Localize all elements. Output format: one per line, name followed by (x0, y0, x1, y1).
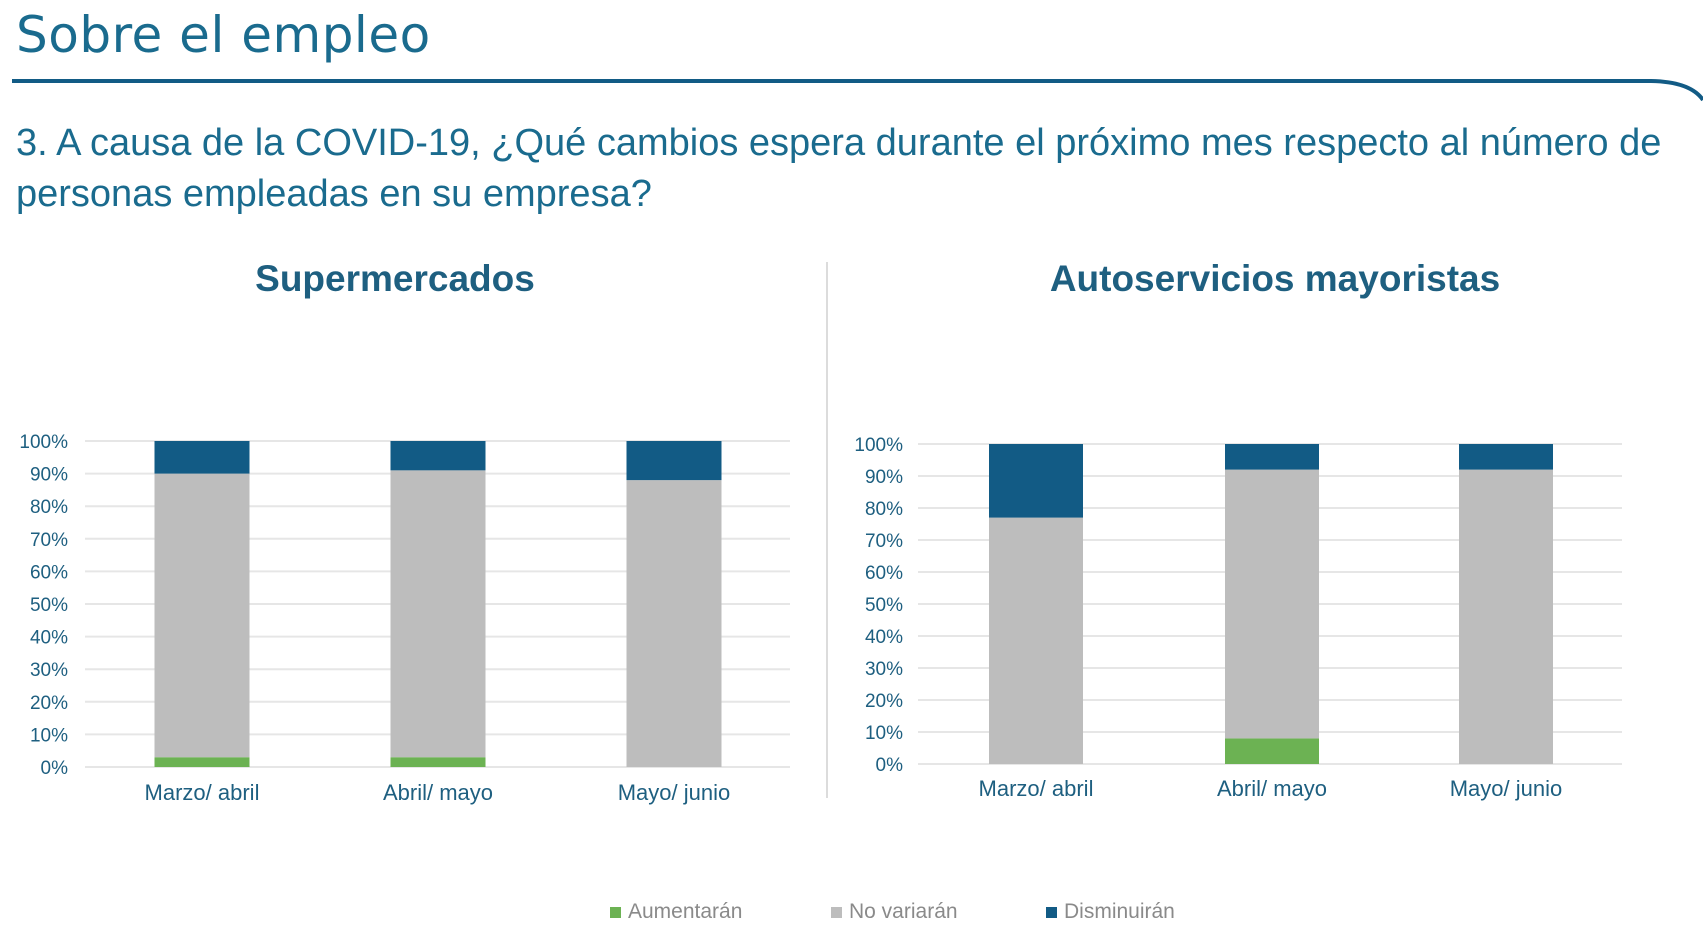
super-ytick-label: 80% (30, 497, 68, 518)
super-ytick-label: 40% (30, 628, 68, 649)
auto-category-label: Abril/ mayo (1217, 776, 1327, 801)
auto-ytick-label: 0% (876, 755, 904, 776)
super-ytick-label: 10% (30, 725, 68, 746)
super-bar-marzo-abril-no-variaran (154, 473, 250, 758)
super-ytick-label: 50% (30, 595, 68, 616)
super-bar-mayo-junio-no-variaran (626, 480, 722, 767)
super-bar-abril-mayo-disminuiran (390, 441, 486, 471)
super-bar-marzo-abril-disminuiran (154, 441, 250, 474)
auto-ytick-label: 20% (865, 691, 903, 712)
auto-category-label: Mayo/ junio (1450, 776, 1563, 801)
auto-bar-mayo-junio-disminuiran (1459, 444, 1553, 470)
super-category-label: Abril/ mayo (383, 780, 493, 805)
super-ytick-label: 20% (30, 693, 68, 714)
legend-label-no-variaran: No variarán (849, 900, 958, 923)
super-category-label: Marzo/ abril (145, 780, 260, 805)
super-ytick-label: 60% (30, 562, 68, 583)
auto-bar-mayo-junio-no-variaran (1459, 469, 1553, 764)
chart-title-autoservicios: Autoservicios mayoristas (1049, 258, 1501, 299)
question-text: 3. A causa de la COVID-19, ¿Qué cambios … (16, 122, 1662, 215)
auto-ytick-label: 90% (865, 467, 903, 488)
auto-ytick-label: 10% (865, 723, 903, 744)
legend-swatch-no-variaran (831, 906, 842, 918)
legend-item-no-variaran: No variarán (831, 900, 958, 924)
chart-autoservicios: 0% 10% 20% 30% 40% 50% 60% 70% 80% 90% 100% Marzo/ … (854, 435, 1622, 801)
panel-divider (826, 262, 828, 798)
auto-category-label: Marzo/ abril (979, 776, 1094, 801)
auto-bar-marzo-abril-no-variaran (989, 517, 1083, 764)
super-category-label: Mayo/ junio (618, 780, 731, 805)
legend-label-disminuiran: Disminuirán (1064, 900, 1175, 923)
super-bar-mayo-junio-disminuiran (626, 441, 722, 481)
legend-item-disminuiran: Disminuirán (1046, 900, 1175, 924)
auto-bar-marzo-abril-disminuiran (989, 444, 1083, 518)
auto-bar-abril-mayo-disminuiran (1225, 444, 1319, 470)
page-title: Sobre el empleo (16, 6, 431, 64)
auto-ytick-label: 70% (865, 531, 903, 552)
auto-ytick-label: 60% (865, 563, 903, 584)
auto-bar-abril-mayo-no-variaran (1225, 469, 1319, 739)
super-bar-abril-mayo-no-variaran (390, 470, 486, 758)
auto-bar-abril-mayo-aumentaran (1225, 738, 1319, 764)
legend: Aumentarán No variarán Disminuirán (0, 900, 1703, 930)
super-bar-abril-mayo-aumentaran (390, 757, 486, 767)
auto-ytick-label: 80% (865, 499, 903, 520)
super-ytick-label: 90% (30, 465, 68, 486)
chart-title-supermercados: Supermercados (255, 258, 535, 299)
legend-label-aumentaran: Aumentarán (628, 900, 743, 923)
legend-swatch-disminuiran (1046, 906, 1057, 918)
legend-swatch-aumentaran (610, 906, 621, 918)
super-ytick-label: 100% (19, 432, 68, 453)
auto-ytick-label: 30% (865, 659, 903, 680)
header-rule (12, 79, 1703, 102)
chart-supermercados: 0% 10% 20% 30% 40% 50% 60% 70% 80% 90% 100% Marzo/ … (19, 432, 790, 805)
super-bar-marzo-abril-aumentaran (154, 757, 250, 767)
super-ytick-label: 30% (30, 660, 68, 681)
auto-ytick-label: 40% (865, 627, 903, 648)
super-ytick-label: 70% (30, 530, 68, 551)
auto-ytick-label: 50% (865, 595, 903, 616)
auto-ytick-label: 100% (854, 435, 903, 456)
super-ytick-label: 0% (41, 758, 69, 779)
legend-item-aumentaran: Aumentarán (610, 900, 742, 924)
